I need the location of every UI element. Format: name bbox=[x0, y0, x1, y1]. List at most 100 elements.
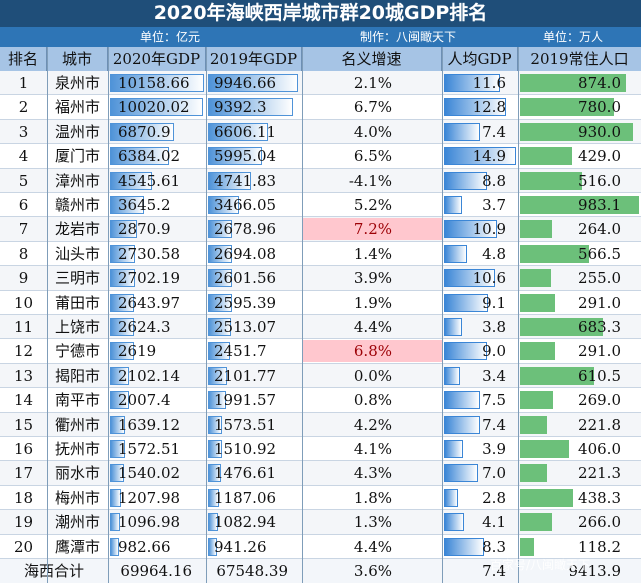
per-capita-value: 4.8 bbox=[482, 244, 506, 263]
gdp-2019-value: 2451.7 bbox=[214, 342, 267, 361]
per-capita-bar bbox=[444, 488, 458, 507]
gdp-2019-value-cell: 1187.06 bbox=[206, 486, 302, 510]
city-cell: 衢州市 bbox=[54, 415, 100, 434]
unit-gdp-label: 单位：亿元 bbox=[140, 30, 201, 44]
population-value: 930.0 bbox=[578, 122, 621, 141]
rank-cell: 5 bbox=[18, 171, 29, 190]
gdp-2019-value: 2101.77 bbox=[214, 366, 277, 385]
rank-cell: 17 bbox=[13, 464, 34, 483]
city-cell: 泉州市 bbox=[54, 74, 100, 92]
rank-cell: 12 bbox=[13, 342, 34, 361]
gdp-2019-value: 4741.83 bbox=[214, 171, 277, 190]
per-capita-bar bbox=[444, 440, 463, 458]
population-bar bbox=[520, 342, 556, 361]
total-population: 9413.9 bbox=[568, 562, 622, 580]
per-capita-value: 7.4 bbox=[482, 415, 506, 434]
gdp-2020-value: 2624.3 bbox=[118, 318, 171, 336]
column-divider bbox=[47, 47, 48, 583]
gdp-2019-value-cell: 9392.3 bbox=[206, 95, 302, 119]
gdp-2020-value: 1572.51 bbox=[118, 440, 181, 458]
gdp-2020-value-cell: 6870.9 bbox=[108, 120, 206, 144]
gdp-2019-value-cell: 2513.07 bbox=[206, 315, 302, 339]
population-value-cell: 610.5 bbox=[518, 364, 641, 388]
gdp-2020-value: 1540.02 bbox=[118, 464, 181, 483]
population-value-cell: 429.0 bbox=[518, 144, 641, 168]
gdp-2019-value-cell: 2678.96 bbox=[206, 217, 302, 241]
growth-cell: 1.8% bbox=[353, 488, 392, 507]
population-bar bbox=[520, 147, 572, 166]
population-value: 221.8 bbox=[578, 415, 621, 434]
gdp-2019-bar bbox=[208, 537, 217, 556]
city-cell: 龙岩市 bbox=[54, 220, 100, 239]
per-capita-value-cell: 7.5 bbox=[442, 388, 518, 412]
column-divider bbox=[302, 47, 303, 583]
per-capita-value: 3.7 bbox=[482, 196, 506, 214]
gdp-2019-bar bbox=[208, 122, 268, 141]
gdp-2019-bar bbox=[208, 366, 228, 385]
header-city: 城市 bbox=[47, 47, 108, 71]
header-per-capita: 人均GDP bbox=[442, 47, 518, 71]
gdp-2019-bar bbox=[208, 171, 251, 190]
population-value-cell: 683.3 bbox=[518, 315, 641, 339]
gdp-2020-bar bbox=[110, 74, 204, 92]
per-capita-bar bbox=[444, 196, 462, 214]
gdp-2019-value: 2678.96 bbox=[214, 220, 277, 239]
population-value: 516.0 bbox=[578, 171, 621, 190]
growth-cell: 4.4% bbox=[353, 318, 392, 336]
per-capita-bar bbox=[444, 244, 468, 263]
gdp-2019-bar bbox=[208, 244, 233, 263]
city-cell: 上饶市 bbox=[54, 318, 100, 336]
per-capita-value: 10.6 bbox=[472, 269, 506, 288]
per-capita-value-cell: 8.3 bbox=[442, 535, 518, 559]
rank-cell: 16 bbox=[13, 440, 34, 458]
population-value-cell: 291.0 bbox=[518, 339, 641, 363]
per-capita-value: 3.4 bbox=[482, 366, 506, 385]
city-cell: 莆田市 bbox=[54, 293, 100, 312]
header-row: 排名 城市 2020年GDP 2019年GDP 名义增速 人均GDP 2019常… bbox=[0, 47, 641, 71]
gdp-2020-bar bbox=[110, 269, 135, 288]
gdp-2020-bar bbox=[110, 171, 153, 190]
gdp-2020-value: 2730.58 bbox=[118, 244, 181, 263]
city-cell: 潮州市 bbox=[54, 513, 100, 532]
total-gdp-2019: 67548.39 bbox=[216, 562, 288, 580]
gdp-2019-value-cell: 941.26 bbox=[206, 535, 302, 559]
rank-cell: 2 bbox=[18, 98, 29, 117]
population-value-cell: 874.0 bbox=[518, 71, 641, 95]
per-capita-value: 14.9 bbox=[472, 147, 506, 166]
gdp-2019-value-cell: 2595.39 bbox=[206, 291, 302, 315]
rank-cell: 18 bbox=[13, 488, 34, 507]
growth-cell: -4.1% bbox=[348, 171, 392, 190]
per-capita-bar bbox=[444, 415, 480, 434]
per-capita-bar bbox=[444, 293, 488, 312]
growth-cell: 6.7% bbox=[353, 98, 392, 117]
gdp-2020-value: 4545.61 bbox=[118, 171, 181, 190]
table-row: 12 宁德市 2619 2451.7 6.8% 9.0 291.0 bbox=[0, 339, 641, 364]
per-capita-value-cell: 3.4 bbox=[442, 364, 518, 388]
per-capita-bar bbox=[444, 171, 487, 190]
gdp-2020-value: 10158.66 bbox=[118, 74, 190, 92]
population-value-cell: 930.0 bbox=[518, 120, 641, 144]
population-bar bbox=[520, 464, 547, 483]
per-capita-value-cell: 3.8 bbox=[442, 315, 518, 339]
per-capita-value: 10.9 bbox=[472, 220, 506, 239]
per-capita-value: 11.6 bbox=[472, 74, 506, 92]
gdp-2020-value: 3645.2 bbox=[118, 196, 171, 214]
gdp-2020-bar bbox=[110, 98, 203, 117]
gdp-2020-value: 1639.12 bbox=[118, 415, 181, 434]
gdp-2019-value: 941.26 bbox=[214, 537, 267, 556]
gdp-2019-value-cell: 5995.04 bbox=[206, 144, 302, 168]
table-row: 11 上饶市 2624.3 2513.07 4.4% 3.8 683.3 bbox=[0, 315, 641, 340]
per-capita-bar bbox=[444, 147, 516, 166]
growth-cell: 1.9% bbox=[353, 293, 392, 312]
per-capita-value: 9.0 bbox=[482, 342, 506, 361]
population-value-cell: 221.8 bbox=[518, 413, 641, 437]
population-bar bbox=[520, 415, 547, 434]
gdp-2020-bar bbox=[110, 196, 144, 214]
gdp-2019-value-cell: 2451.7 bbox=[206, 339, 302, 363]
per-capita-bar bbox=[444, 342, 488, 361]
column-divider bbox=[108, 47, 109, 583]
gdp-2019-value: 5995.04 bbox=[214, 147, 277, 166]
gdp-2019-value-cell: 1082.94 bbox=[206, 510, 302, 534]
gdp-2020-value: 2702.19 bbox=[118, 269, 181, 288]
gdp-2020-bar bbox=[110, 488, 122, 507]
